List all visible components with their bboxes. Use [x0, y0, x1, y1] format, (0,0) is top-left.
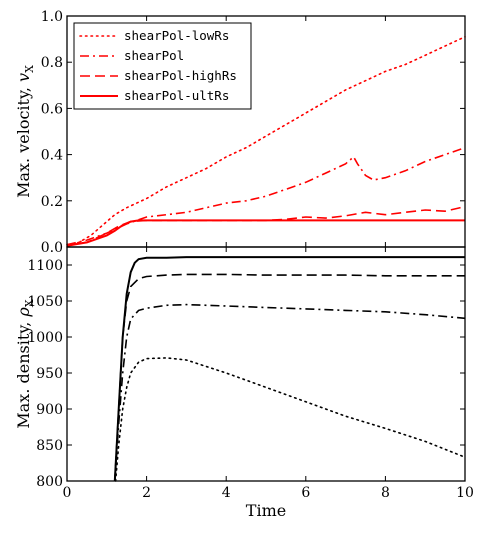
- time-tick-label: 0: [63, 485, 72, 501]
- legend-entry-shearpol: shearPol: [124, 48, 184, 63]
- time-tick-label: 2: [142, 485, 151, 501]
- density-ytick-label: 950: [36, 366, 63, 382]
- density-label-symbol: ρ: [14, 307, 33, 318]
- time-axis-label: Time: [246, 501, 286, 520]
- legend-box: [73, 22, 252, 110]
- legend-entry-shearpol-highrs: shearPol-highRs: [124, 68, 237, 83]
- velocity-label-symbol: v: [14, 73, 33, 82]
- velocity-label-main: Max. velocity,: [14, 82, 33, 198]
- density-ytick-label: 1100: [27, 258, 63, 274]
- density-line-dotted: [114, 357, 466, 482]
- density-line-dashed: [114, 273, 465, 482]
- velocity-label-subscript: X: [23, 65, 36, 73]
- density-ytick-label: 1050: [27, 294, 63, 310]
- velocity-line-dashed: [66, 205, 466, 246]
- time-tick-label: 4: [222, 485, 231, 501]
- velocity-ytick-label: 0.4: [41, 148, 63, 164]
- velocity-panel: 0.0 0.2 0.4 0.6 0.8 1.0 Max. velocity, vX she…: [14, 9, 466, 256]
- density-ytick-label: 1000: [27, 330, 63, 346]
- velocity-line-dotted: [66, 36, 466, 246]
- legend-entry-shearpol-ultrs: shearPol-ultRs: [124, 88, 229, 103]
- velocity-ytick-label: 0.8: [41, 55, 63, 71]
- legend-entry-shearpol-lowrs: shearPol-lowRs: [124, 28, 229, 43]
- density-panel: 800 850 900 950 1000 1050 1100 0 2 4 6 8 10 Max. de…: [14, 246, 474, 520]
- density-ticks: [66, 247, 466, 482]
- velocity-line-solid: [66, 219, 465, 247]
- density-ytick-label: 850: [36, 438, 63, 454]
- density-axes-frame: [66, 246, 466, 482]
- time-tick-label: 6: [301, 485, 310, 501]
- time-tick-label: 8: [381, 485, 390, 501]
- velocity-axis-label: Max. velocity, vX: [14, 65, 36, 198]
- density-series-lines: [113, 256, 466, 482]
- velocity-series-lines: [66, 36, 466, 247]
- density-label-subscript: X: [23, 299, 36, 307]
- time-tick-label: 10: [456, 485, 474, 501]
- density-label-main: Max. density,: [14, 317, 33, 429]
- density-axis-label: Max. density, ρX: [14, 299, 36, 428]
- time-tick-labels: 0 2 4 6 8 10: [63, 485, 474, 501]
- velocity-ytick-label: 0.2: [41, 194, 63, 210]
- legend: shearPol-lowRs shearPol shearPol-highRs she…: [73, 22, 252, 110]
- density-ytick-labels: 800 850 900 950 1000 1050 1100: [27, 258, 63, 490]
- density-ytick-label: 800: [36, 474, 63, 490]
- density-line-dashdot: [114, 303, 466, 482]
- density-line-solid: [113, 256, 465, 482]
- velocity-line-dashdot: [66, 146, 466, 246]
- velocity-ytick-labels: 0.0 0.2 0.4 0.6 0.8 1.0: [41, 9, 63, 256]
- velocity-ytick-label: 1.0: [41, 9, 63, 25]
- velocity-ytick-label: 0.0: [41, 240, 63, 256]
- density-ytick-label: 900: [36, 402, 63, 418]
- velocity-ytick-label: 0.6: [41, 101, 63, 117]
